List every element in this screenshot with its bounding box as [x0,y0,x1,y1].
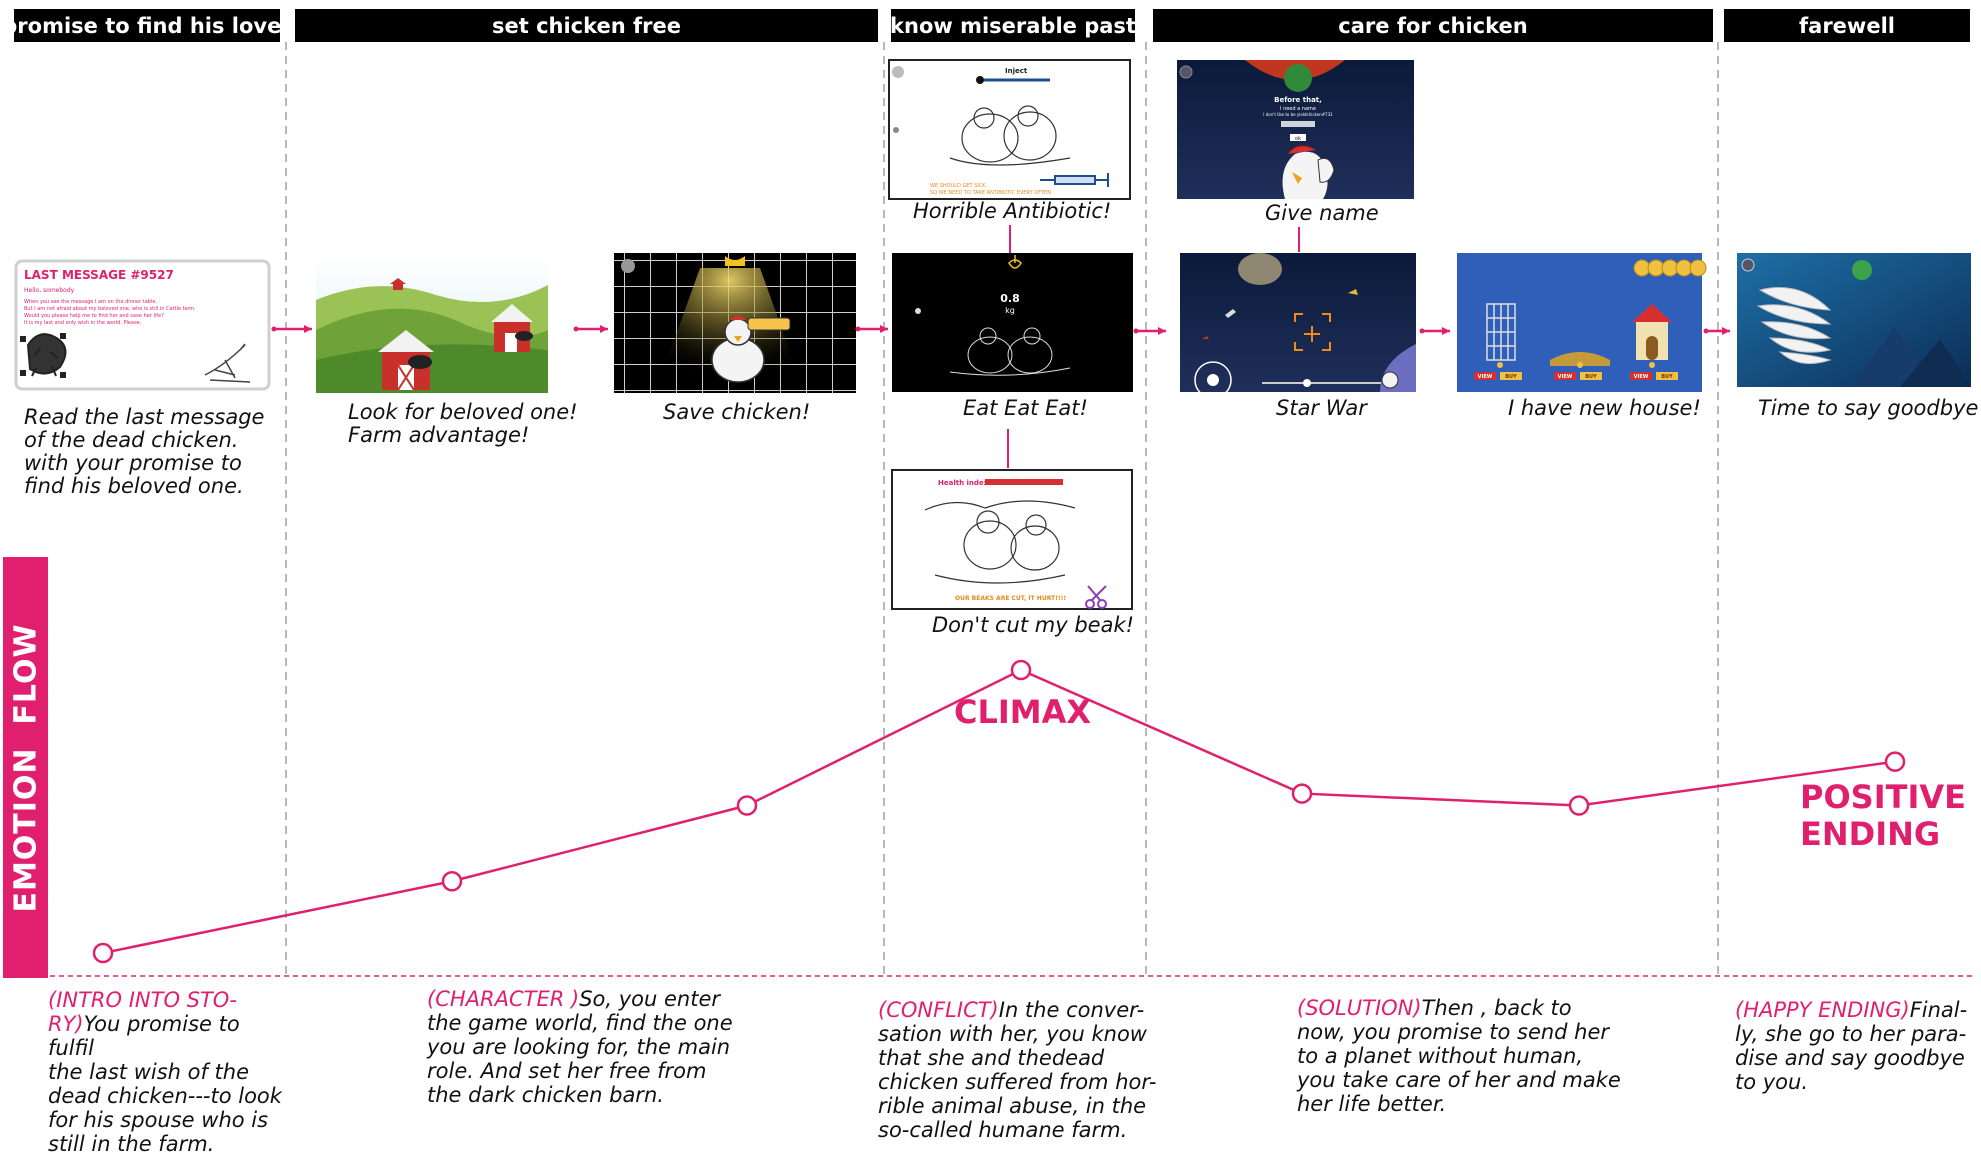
buy-button [1656,372,1678,380]
buy-button [1500,372,1522,380]
antibiotic-note: WE SHOULD GET SICK. [930,183,988,189]
chicken-skeleton-sketch-icon [204,343,251,383]
caption-goodbye: Time to say goodbye [1758,396,1979,420]
weight-value: 0.8 [1000,292,1020,305]
coin-icons [1633,259,1707,277]
wings-icon [1756,287,1832,365]
name-input [1281,121,1315,127]
caption-starwar: Star War [1276,396,1367,420]
emotion-point [1568,795,1590,816]
chickens-sketch-icon [949,105,1071,166]
cow-icon [515,331,533,341]
buy-label: BUY [1585,374,1597,380]
view-label: VIEW [1558,374,1573,380]
screen-give-name: Before that, I need a name I don't like … [1177,60,1414,199]
description-happy-ending: (HAPPY ENDING)Final- ly, she go to her p… [1735,998,1968,1094]
phase-header-care: care for chicken [1153,9,1713,42]
climax-label: CLIMAX [954,693,1092,731]
caption-beak: Don't cut my beak! [932,613,1135,637]
description-character: (CHARACTER )So, you enter the game world… [427,987,733,1107]
screen-last-message: LAST MESSAGE #9527 Hello, somebody When … [14,259,271,391]
joystick-icon [1194,361,1232,399]
phase-dividers [285,42,1719,975]
caption-save: Save chicken! [663,400,811,424]
caption-house: I have new house! [1508,396,1701,420]
dialog-line: I don't like to be yieldchicken#731 [1263,112,1333,117]
message-title: LAST MESSAGE #9527 [24,268,174,282]
message-greeting: Hello, somebody [24,287,75,294]
health-bar [985,479,1063,485]
cow-icon [408,355,432,369]
positive-ending-label: POSITIVE ENDING [1800,778,1966,853]
emotion-point [1884,751,1906,772]
emotion-curve [92,659,1906,964]
caption-intro: Read the last message of the dead chicken… [24,405,265,498]
asteroid-icon [1238,253,1282,285]
emotion-point [1010,659,1032,681]
caption-name: Give name [1265,201,1379,225]
emotion-flow-label: EMOTION FLOW [3,557,48,978]
caption-antibiotic: Horrible Antibiotic! [913,199,1112,223]
view-button [1474,372,1496,380]
screen-farm [316,253,548,393]
phase-header-set-free: set chicken free [295,9,878,42]
description-intro: (INTRO INTO STO- RY)RY)You promise to fu… [48,988,282,1156]
cage-icon [1486,303,1516,361]
screen-star-war [1180,253,1416,399]
health-index-label: Health index [938,479,989,487]
screen-goodbye [1737,253,1971,387]
crosshair-icon [1294,313,1331,351]
message-line: Would you please help me to find her and… [24,313,164,319]
emotion-point [441,871,463,892]
beak-note: OUR BEAKS ARE CUT, IT HURT!!!! [955,595,1066,602]
screen-save-chicken [614,253,856,393]
screen-new-house: VIEW BUY VIEW BUY VIEW BUY [1457,253,1707,392]
phase-header-miserable-past: know miserable past [891,9,1135,42]
description-conflict: (CONFLICT)In the conver- sation with her… [878,998,1157,1142]
view-button [1554,372,1576,380]
planet-icon [1852,260,1872,280]
antibiotic-note: SO WE NEED TO TAKE ANTIBIOTIC EVERY OFTE… [930,190,1051,196]
emotion-point [1291,783,1313,804]
chicken-character-icon [1282,145,1335,199]
scissors-icon [1085,585,1107,609]
ok-button [1290,134,1306,141]
weight-unit: kg [1005,306,1015,315]
nest-icon [1550,352,1610,366]
chickens-outline-icon [949,327,1071,376]
dialog-line: Before that, [1274,96,1322,104]
dialog-line: I need a name [1280,106,1316,112]
inject-title: Inject [1005,67,1028,75]
screen-beak: Health index OUR BEAKS ARE CUT, IT HURT!… [891,469,1133,610]
buy-label: BUY [1505,374,1517,380]
phase-header-farewell: farewell [1724,9,1970,42]
phase-header-promise: promise to find his lover [14,9,280,42]
caged-chicken-icon [711,316,765,383]
caption-eat: Eat Eat Eat! [963,396,1088,420]
emotion-point [92,942,114,964]
view-label: VIEW [1634,374,1649,380]
caption-farm: Look for beloved one! Farm advantage! [348,400,578,447]
planet-icon [1284,64,1312,92]
emotion-point [736,795,758,816]
buy-button [1580,372,1602,380]
message-line: When you see the message I am on the din… [24,299,157,305]
view-label: VIEW [1478,374,1493,380]
ok-label: ok [1295,136,1301,142]
screen-eat: 0.8 kg [892,253,1133,392]
message-line: But I am not afraid about my beloved one… [24,306,196,312]
house-icon [1632,304,1672,360]
description-solution: (SOLUTION)Then , back to now, you promis… [1297,996,1621,1116]
syringe-icon [1040,173,1109,187]
view-button [1630,372,1652,380]
dead-chicken-sketch-icon [26,333,67,377]
chickens-sketch-icon [924,500,1076,584]
buy-label: BUY [1661,374,1673,380]
message-line: It is my last and only wish in the world… [24,320,142,326]
screen-antibiotic: Inject WE SHOULD GET SICK. SO WE NEED TO… [888,59,1131,200]
